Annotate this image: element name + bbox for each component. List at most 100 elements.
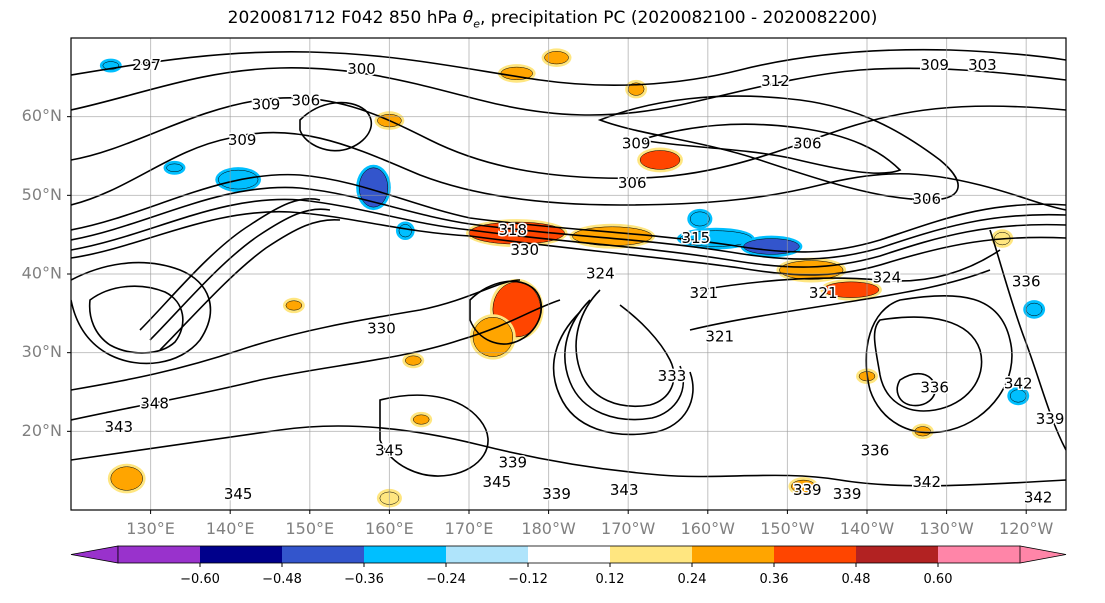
contour-label: 315 <box>682 229 711 247</box>
colorbar-tick-label: 0.48 <box>842 572 871 587</box>
contour-line <box>139 198 321 331</box>
lon-tick-label: 170°E <box>445 519 494 538</box>
theta-subscript: e <box>473 17 480 31</box>
gridlines <box>71 38 1066 510</box>
lon-tick-label: 140°W <box>840 519 895 538</box>
contour-line <box>159 218 341 351</box>
contour-label: 345 <box>224 485 253 503</box>
contour-line <box>873 316 983 412</box>
colorbar-tick-label: −0.36 <box>344 572 384 587</box>
contour-label: 339 <box>498 453 527 471</box>
lon-tick-label: 180°W <box>521 519 576 538</box>
contour-label: 321 <box>689 284 718 302</box>
contour-line <box>71 67 1066 116</box>
contour-line <box>639 123 902 175</box>
colorbar-segment <box>856 546 939 563</box>
contour-label: 339 <box>793 481 822 499</box>
contour-label: 336 <box>861 442 890 460</box>
contour-line <box>699 249 1001 291</box>
contour-line <box>597 95 959 201</box>
precip-patch <box>639 150 681 170</box>
lon-tick-label: 130°E <box>126 519 175 538</box>
colorbar-tick-label: −0.48 <box>262 572 302 587</box>
contour-label: 343 <box>104 418 133 436</box>
contour-label: 309 <box>228 131 257 149</box>
contour-line <box>299 101 373 152</box>
precip-patch <box>405 355 422 366</box>
contour-label: 321 <box>809 284 838 302</box>
lon-tick-label: 160°E <box>365 519 414 538</box>
lon-tick-label: 150°E <box>285 519 334 538</box>
title-suffix: , precipitation PC (2020082100 - 2020082… <box>479 8 878 28</box>
lon-tick-label: 170°W <box>601 519 656 538</box>
contour-line <box>71 279 521 391</box>
contour-label: 306 <box>618 174 647 192</box>
contour-label: 330 <box>510 241 539 259</box>
contour-label: 336 <box>1012 272 1041 290</box>
precip-patch <box>166 163 183 172</box>
lat-tick-label: 40°N <box>22 264 62 283</box>
contour-line <box>88 285 184 354</box>
contour-label: 306 <box>291 91 320 109</box>
contour-line <box>552 311 694 436</box>
contour-label: 336 <box>920 379 949 397</box>
lat-tick-label: 60°N <box>22 106 62 125</box>
contour-line <box>896 372 937 407</box>
theta-symbol: θ <box>462 8 474 28</box>
contour-label: 318 <box>498 221 527 239</box>
contour-line <box>564 299 685 421</box>
contour-label: 297 <box>132 56 161 74</box>
colorbar-segment <box>692 546 775 563</box>
contour-label: 339 <box>833 485 862 503</box>
contour-line <box>71 210 1066 276</box>
colorbar-segment <box>200 546 283 563</box>
colorbar-segment <box>774 546 857 563</box>
theta-e-contours <box>71 48 1066 487</box>
contour-label: 309 <box>252 95 281 113</box>
lat-tick-label: 20°N <box>22 421 62 440</box>
precip-patch <box>110 466 143 491</box>
contour-line <box>469 280 543 345</box>
precip-patch <box>472 317 514 357</box>
precip-patch <box>544 51 569 65</box>
precip-patch <box>285 300 303 311</box>
contour-line <box>379 394 489 477</box>
contour-line <box>71 48 1066 86</box>
contour-label: 303 <box>968 56 997 74</box>
lon-tick-label: 140°E <box>206 519 255 538</box>
contour-label: 339 <box>542 485 571 503</box>
colorbar-tick-label: 0.12 <box>596 572 625 587</box>
precip-patch <box>779 260 844 280</box>
lon-tick-label: 130°W <box>919 519 974 538</box>
colorbar-frame <box>117 545 1021 564</box>
contour-line <box>575 289 675 407</box>
contour-line <box>149 208 331 341</box>
page-title: 2020081712 F042 850 hPa θe, precipitatio… <box>0 8 1105 30</box>
contour-label: 312 <box>761 72 790 90</box>
contour-label: 342 <box>1024 489 1053 507</box>
contour-line <box>865 294 1013 434</box>
longitude-ticks: 130°E 140°E 150°E 160°E 170°E 180°W 170°W 160°W… <box>126 510 1054 538</box>
contour-line <box>689 269 991 331</box>
colorbar-segment <box>282 546 365 563</box>
contour-label: 348 <box>140 394 169 412</box>
contour-line <box>71 186 1066 260</box>
lat-tick-label: 30°N <box>22 342 62 361</box>
precip-patch <box>1025 302 1043 316</box>
contour-label: 321 <box>705 327 734 345</box>
contour-label: 342 <box>912 473 941 491</box>
colorbar-tick-label: −0.60 <box>180 572 220 587</box>
colorbar-extend-low <box>70 545 119 564</box>
colorbar-segment <box>364 546 447 563</box>
contour-label: 345 <box>375 442 404 460</box>
contour-label: 345 <box>483 473 512 491</box>
lon-tick-label: 120°W <box>999 519 1054 538</box>
contour-label: 309 <box>622 135 651 153</box>
precip-patch <box>358 167 389 208</box>
contour-label: 300 <box>347 60 376 78</box>
contour-label: 339 <box>1036 410 1065 428</box>
precip-patch <box>413 414 430 425</box>
colorbar-tick-label: 0.24 <box>678 572 707 587</box>
contour-labels: 297 300 309 306 309 312 309 303 309 306 306 306 318 3… <box>103 55 1066 509</box>
contour-line <box>71 96 1066 180</box>
